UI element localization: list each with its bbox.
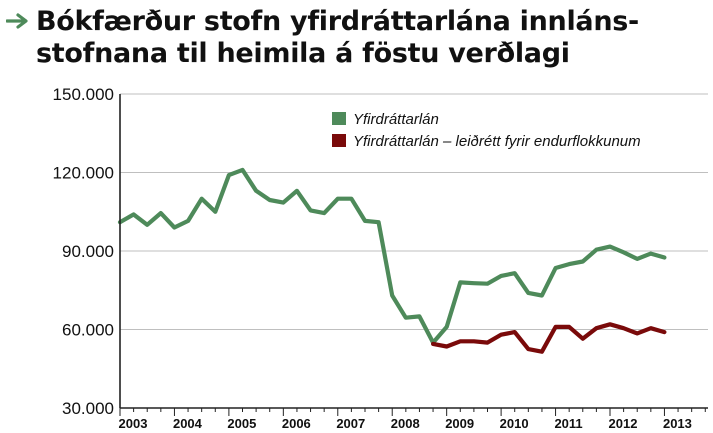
x-tick-label: 2010 [500, 416, 529, 431]
legend: Yfirdráttarlán Yfirdráttarlán – leiðrétt … [332, 111, 641, 150]
series-line-leidrett [431, 322, 667, 354]
x-tick-label: 2009 [445, 416, 474, 431]
x-tick-label: 2013 [663, 416, 692, 431]
legend-label: Yfirdráttarlán – leiðrétt fyrir endurflo… [353, 133, 641, 150]
chart-title-line-2: stofnana til heimila á föstu verðlagi [36, 38, 570, 69]
x-tick-label: 2005 [227, 416, 256, 431]
y-tick-label: 60.000 [62, 321, 114, 340]
legend-label: Yfirdráttarlán [353, 111, 439, 128]
x-tick-label: 2007 [336, 416, 365, 431]
x-tick-label: 2008 [391, 416, 420, 431]
legend-swatch [332, 112, 346, 125]
x-tick-label: 2006 [282, 416, 311, 431]
x-tick-label: 2003 [119, 416, 148, 431]
grid-lines [120, 93, 708, 330]
x-tick-label: 2004 [173, 416, 203, 431]
y-axis-tick-labels: 30.000 60.000 90.000 120.000 150.000 [53, 85, 114, 418]
y-tick-label: 120.000 [53, 164, 114, 183]
chart-title-line-1: Bókfærður stofn yfirdráttarlána innláns- [36, 6, 639, 37]
x-tick-label: 2011 [554, 416, 582, 431]
series-layer [117, 167, 667, 354]
chart-title: Bókfærður stofn yfirdráttarlána innláns-… [36, 6, 696, 70]
y-tick-label: 90.000 [62, 242, 114, 261]
y-tick-label: 30.000 [62, 399, 114, 418]
x-tick-label: 2012 [609, 416, 638, 431]
y-tick-label: 150.000 [53, 85, 114, 104]
x-axis-tick-labels: 2003 2004 2005 2006 2007 2008 2009 2010 2011 2012… [119, 408, 706, 431]
right-arrow-icon [6, 13, 28, 29]
legend-swatch [332, 134, 346, 147]
series-line-yfirdrattarlan [117, 167, 667, 345]
